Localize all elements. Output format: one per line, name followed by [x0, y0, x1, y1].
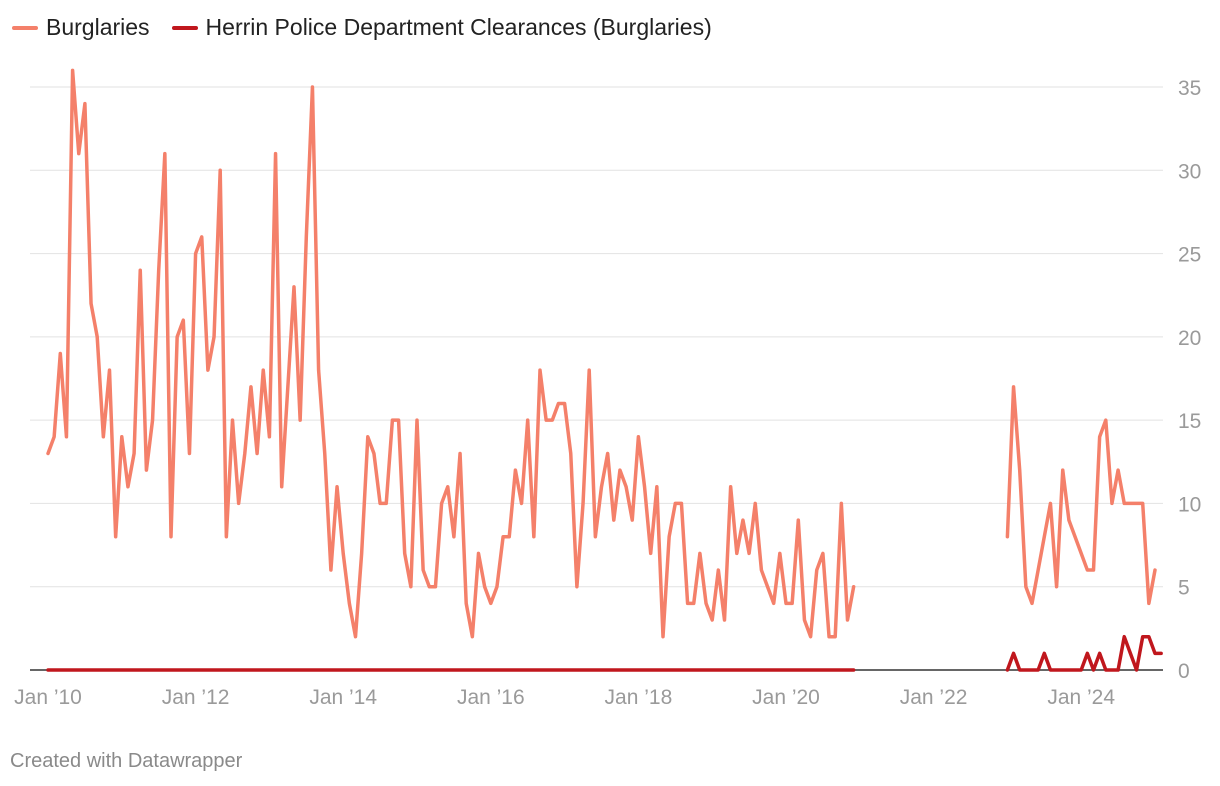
y-tick-label: 5	[1178, 577, 1190, 600]
legend-label-clearances: Herrin Police Department Clearances (Bur…	[205, 14, 712, 40]
y-tick-label: 30	[1178, 160, 1201, 183]
series-line-clearances	[1005, 634, 1163, 672]
legend: Burglaries Herrin Police Department Clea…	[12, 14, 712, 41]
x-tick-label: Jan ’20	[752, 686, 820, 709]
x-tick-label: Jan ’22	[900, 686, 968, 709]
y-tick-label: 25	[1178, 244, 1201, 267]
x-axis-ticks: Jan ’10 Jan ’12 Jan ’14 Jan ’16 Jan ’18 Jan ’…	[14, 686, 1115, 709]
legend-swatch-clearances	[171, 25, 198, 30]
legend-item-burglaries: Burglaries	[12, 14, 150, 41]
y-tick-label: 35	[1178, 77, 1201, 100]
y-axis-ticks: 0 5 10 15 20 25 30 35	[1178, 77, 1201, 683]
credit-footer: Created with Datawrapper	[10, 750, 243, 772]
y-tick-label: 0	[1178, 660, 1190, 683]
x-tick-label: Jan ’16	[457, 686, 525, 709]
x-tick-label: Jan ’12	[162, 686, 230, 709]
x-tick-label: Jan ’10	[14, 686, 82, 709]
legend-swatch-burglaries	[12, 25, 38, 30]
y-tick-label: 15	[1178, 410, 1201, 433]
y-tick-label: 10	[1178, 493, 1201, 516]
gridlines	[30, 86, 1163, 671]
series-line-burglaries	[1005, 385, 1157, 606]
x-tick-label: Jan ’14	[309, 686, 377, 709]
x-tick-label: Jan ’24	[1047, 686, 1115, 709]
series-lines	[46, 68, 1163, 672]
y-tick-label: 20	[1178, 327, 1201, 350]
legend-label-burglaries: Burglaries	[46, 14, 150, 40]
series-line-burglaries	[46, 68, 856, 639]
x-tick-label: Jan ’18	[605, 686, 673, 709]
legend-item-clearances: Herrin Police Department Clearances (Bur…	[171, 14, 712, 41]
